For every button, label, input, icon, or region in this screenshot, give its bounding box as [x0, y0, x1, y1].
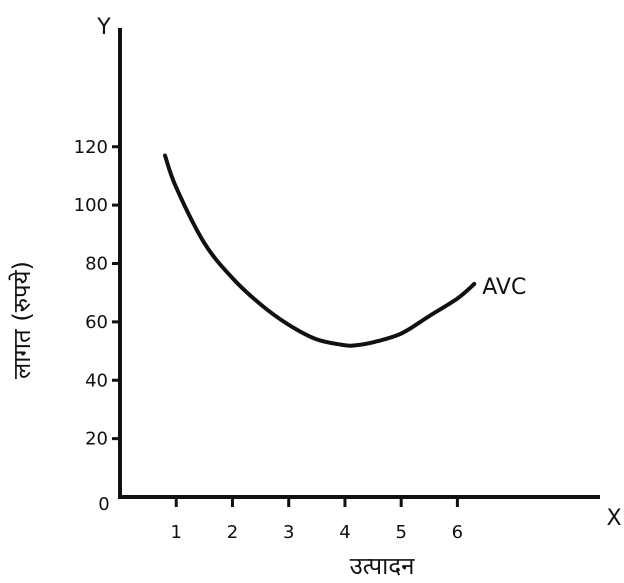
y-axis-letter: Y: [96, 15, 111, 40]
origin-label: 0: [98, 494, 109, 515]
axes: Y X 0: [96, 15, 621, 531]
y-ticks: 20 40 60 80 100 120: [74, 137, 120, 450]
x-axis-letter: X: [606, 506, 621, 531]
y-axis-title: लागत (रुपये): [8, 261, 36, 379]
y-tick-label: 20: [85, 429, 108, 450]
x-axis-title: उत्पादन: [350, 552, 416, 580]
y-tick-label: 100: [74, 195, 108, 216]
x-tick-label: 6: [452, 522, 463, 543]
series-layer: AVC: [162, 153, 526, 348]
y-tick-label: 120: [74, 137, 108, 158]
x-tick-label: 4: [339, 522, 350, 543]
x-ticks: 1 2 3 4 5 6: [171, 497, 463, 543]
x-tick-label: 5: [395, 522, 406, 543]
y-tick-label: 40: [85, 370, 108, 391]
x-tick-label: 3: [283, 522, 294, 543]
x-tick-label: 1: [171, 522, 182, 543]
avc-curve-label: AVC: [482, 275, 526, 300]
y-tick-label: 80: [85, 254, 108, 275]
x-tick-label: 2: [227, 522, 238, 543]
avc-curve: [162, 153, 477, 348]
y-tick-label: 60: [85, 312, 108, 333]
